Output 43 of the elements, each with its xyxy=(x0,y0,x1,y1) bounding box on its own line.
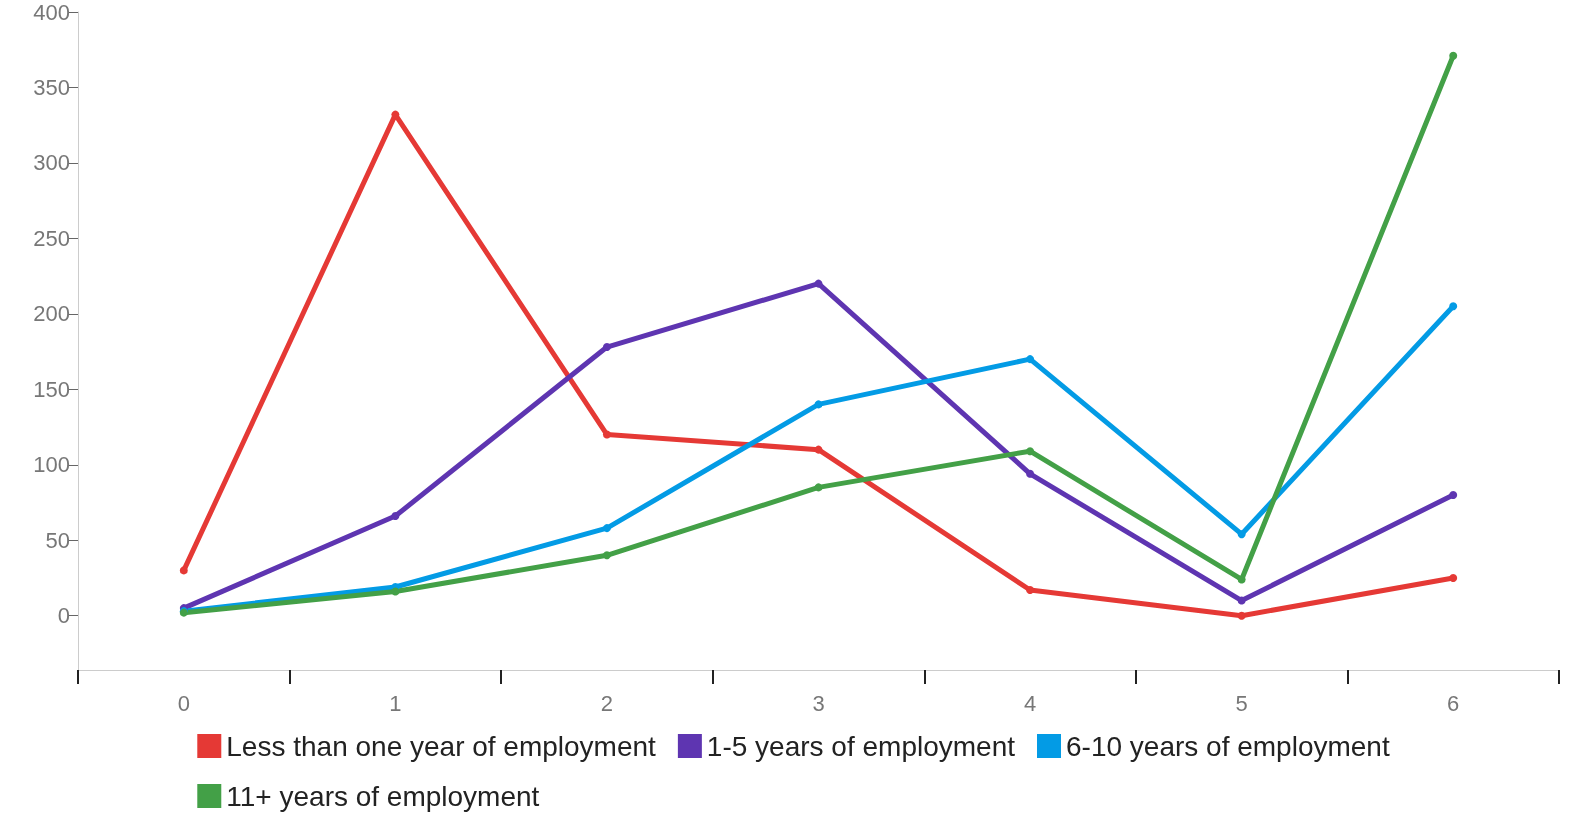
point xyxy=(1237,575,1246,584)
y-tick-label: 50 xyxy=(45,527,70,553)
legend-label: 11+ years of employment xyxy=(226,780,540,812)
y-tick-label: 200 xyxy=(33,301,70,327)
y-tick-label: 400 xyxy=(33,0,70,25)
y-tick-label: 350 xyxy=(33,74,70,100)
point xyxy=(179,566,188,575)
y-tick-label: 300 xyxy=(33,150,70,176)
x-tick-label: 5 xyxy=(1235,690,1248,716)
point xyxy=(1449,302,1458,311)
point xyxy=(814,400,823,409)
point xyxy=(1026,469,1035,478)
y-tick-label: 150 xyxy=(33,376,70,402)
point xyxy=(602,524,611,533)
legend-label: 1-5 years of employment xyxy=(706,730,1016,762)
point xyxy=(1237,596,1246,605)
x-tick-label: 2 xyxy=(600,690,614,716)
legend-label: Less than one year of employment xyxy=(226,730,657,762)
point xyxy=(814,445,823,454)
x-tick-label: 1 xyxy=(389,690,402,716)
point xyxy=(1026,447,1035,456)
y-tick-label: 100 xyxy=(33,452,70,478)
point xyxy=(1026,355,1035,364)
point xyxy=(602,430,611,439)
point xyxy=(602,343,611,352)
x-tick-label: 4 xyxy=(1023,690,1037,716)
point xyxy=(1237,530,1246,539)
point xyxy=(814,279,823,288)
y-tick-label: 0 xyxy=(57,603,70,629)
point xyxy=(391,587,400,596)
point xyxy=(1026,586,1035,595)
point xyxy=(1449,490,1458,499)
y-tick-label: 250 xyxy=(33,225,70,251)
x-tick-label: 6 xyxy=(1447,690,1460,716)
x-tick-label: 0 xyxy=(177,690,190,716)
point xyxy=(1449,573,1458,582)
point xyxy=(391,512,400,521)
point xyxy=(1449,51,1458,60)
legend-label: 6-10 years of employment xyxy=(1066,730,1390,762)
point xyxy=(1237,611,1246,620)
point xyxy=(814,483,823,492)
x-tick-label: 3 xyxy=(812,690,825,716)
point xyxy=(602,551,611,560)
